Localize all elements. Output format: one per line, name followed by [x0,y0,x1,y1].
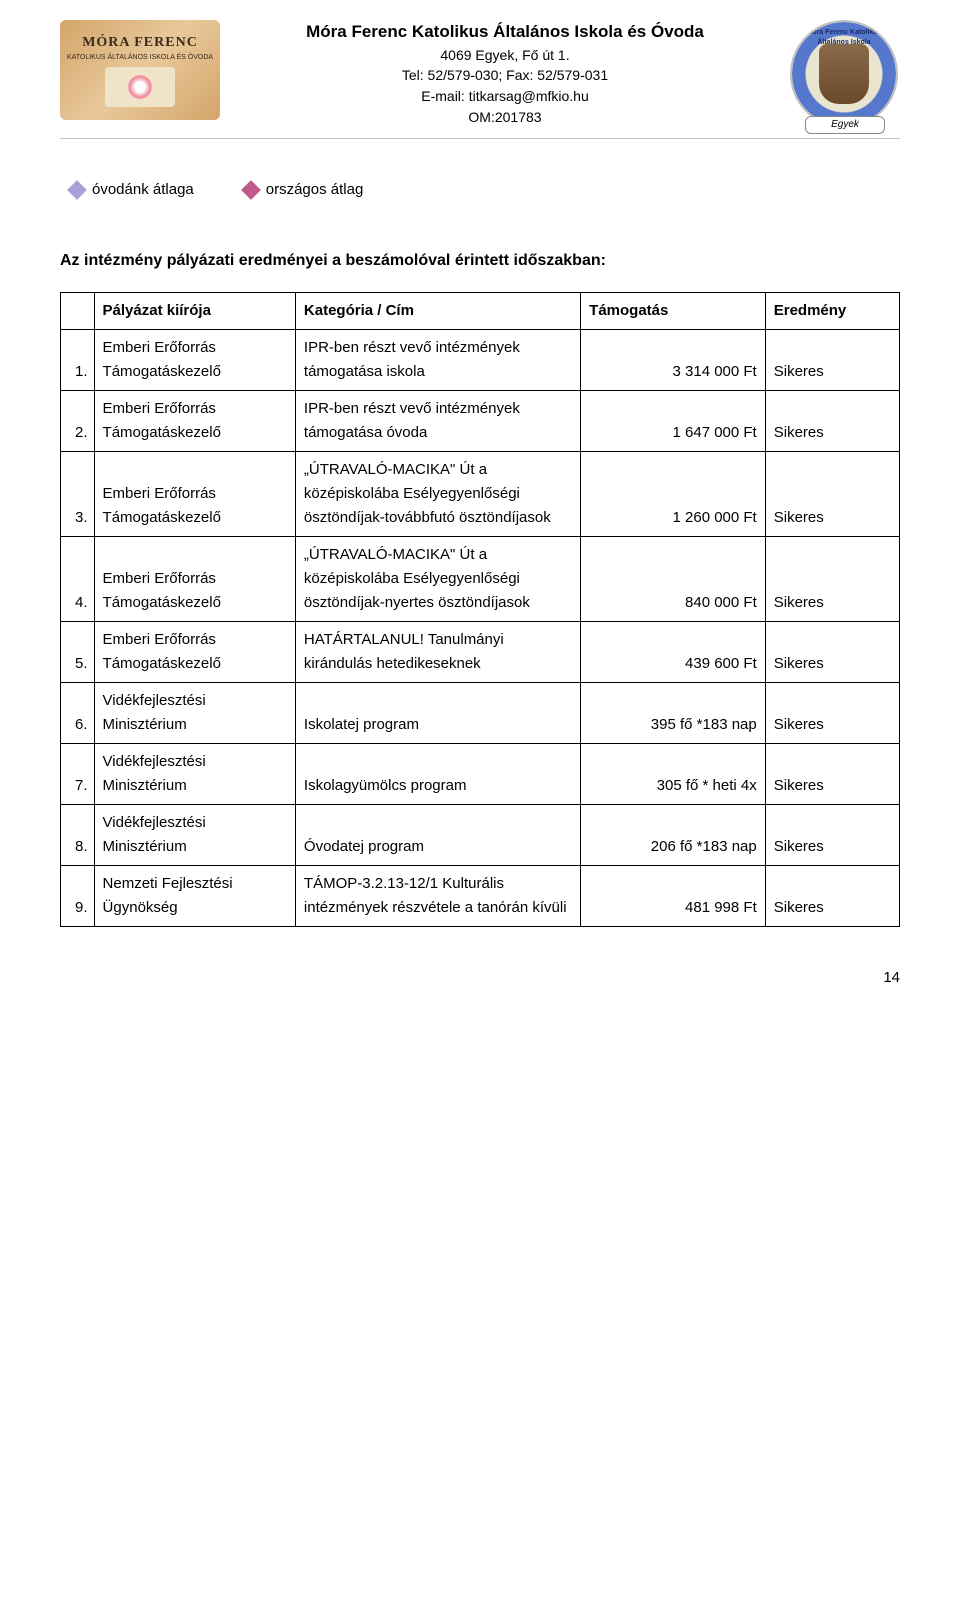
cell-result: Sikeres [765,391,899,452]
legend-label: országos átlag [266,179,364,200]
header-center: Móra Ferenc Katolikus Általános Iskola é… [230,20,780,128]
cell-num: 5. [61,622,95,683]
cell-issuer: Nemzeti Fejlesztési Ügynökség [94,866,295,927]
table-row: 3.Emberi Erőforrás Támogatáskezelő„ÚTRAV… [61,452,900,537]
school-address: 4069 Egyek, Fő út 1. [230,46,780,66]
table-header-row: Pályázat kiírója Kategória / Cím Támogat… [61,293,900,330]
table-row: 4.Emberi Erőforrás Támogatáskezelő„ÚTRAV… [61,537,900,622]
flower-icon [128,75,152,99]
cell-amount: 439 600 Ft [581,622,766,683]
cell-title: Óvodatej program [295,805,580,866]
page-number: 14 [60,967,900,988]
cell-issuer: Emberi Erőforrás Támogatáskezelő [94,622,295,683]
table-row: 9.Nemzeti Fejlesztési ÜgynökségTÁMOP-3.2… [61,866,900,927]
legend-swatch-ovoda [67,180,87,200]
cell-num: 2. [61,391,95,452]
cell-issuer: Vidékfejlesztési Minisztérium [94,805,295,866]
legend: óvodánk átlaga országos átlag [70,179,900,200]
grants-table: Pályázat kiírója Kategória / Cím Támogat… [60,292,900,927]
cell-num: 8. [61,805,95,866]
cell-num: 6. [61,683,95,744]
cell-title: IPR-ben részt vevő intézmények támogatás… [295,391,580,452]
logo-right: Móra Ferenc Katolikus Általános Iskola E… [790,20,900,130]
cell-result: Sikeres [765,866,899,927]
cell-amount: 305 fő * heti 4x [581,744,766,805]
cell-title: Iskolagyümölcs program [295,744,580,805]
cell-amount: 1 260 000 Ft [581,452,766,537]
bust-icon [819,44,869,104]
section-heading: Az intézmény pályázati eredményei a besz… [60,250,900,272]
legend-item-ovoda: óvodánk átlaga [70,179,194,200]
logo-left-brand: MÓRA FERENC [82,33,198,53]
cell-title: IPR-ben részt vevő intézmények támogatás… [295,330,580,391]
cell-result: Sikeres [765,805,899,866]
school-tel: Tel: 52/579-030; Fax: 52/579-031 [230,66,780,86]
cell-num: 4. [61,537,95,622]
cell-title: TÁMOP-3.2.13-12/1 Kulturális intézmények… [295,866,580,927]
cell-issuer: Vidékfejlesztési Minisztérium [94,683,295,744]
table-row: 8.Vidékfejlesztési MinisztériumÓvodatej … [61,805,900,866]
cell-result: Sikeres [765,622,899,683]
cell-issuer: Emberi Erőforrás Támogatáskezelő [94,537,295,622]
legend-item-orszagos: országos átlag [244,179,364,200]
table-row: 2.Emberi Erőforrás TámogatáskezelőIPR-be… [61,391,900,452]
cell-amount: 206 fő *183 nap [581,805,766,866]
cell-title: „ÚTRAVALÓ-MACIKA" Út a középiskolába Esé… [295,452,580,537]
cell-amount: 3 314 000 Ft [581,330,766,391]
logo-left: MÓRA FERENC KATOLIKUS ÁLTALÁNOS ISKOLA É… [60,20,220,120]
cell-issuer: Emberi Erőforrás Támogatáskezelő [94,330,295,391]
cell-result: Sikeres [765,452,899,537]
table-row: 5.Emberi Erőforrás TámogatáskezelőHATÁRT… [61,622,900,683]
cell-issuer: Emberi Erőforrás Támogatáskezelő [94,452,295,537]
th-result: Eredmény [765,293,899,330]
th-amount: Támogatás [581,293,766,330]
logo-right-caption: Egyek [805,116,885,134]
cell-num: 1. [61,330,95,391]
th-title: Kategória / Cím [295,293,580,330]
cell-result: Sikeres [765,330,899,391]
logo-left-sub: KATOLIKUS ÁLTALÁNOS ISKOLA ÉS ÓVODA [67,53,213,63]
cell-issuer: Vidékfejlesztési Minisztérium [94,744,295,805]
cell-result: Sikeres [765,537,899,622]
th-issuer: Pályázat kiírója [94,293,295,330]
letterhead: MÓRA FERENC KATOLIKUS ÁLTALÁNOS ISKOLA É… [60,20,900,139]
table-row: 6.Vidékfejlesztési MinisztériumIskolatej… [61,683,900,744]
cell-amount: 481 998 Ft [581,866,766,927]
table-row: 1.Emberi Erőforrás TámogatáskezelőIPR-be… [61,330,900,391]
cell-num: 3. [61,452,95,537]
cell-num: 9. [61,866,95,927]
cell-amount: 840 000 Ft [581,537,766,622]
school-om: OM:201783 [230,108,780,128]
logo-left-book [105,67,175,107]
legend-label: óvodánk átlaga [92,179,194,200]
cell-amount: 1 647 000 Ft [581,391,766,452]
cell-title: Iskolatej program [295,683,580,744]
cell-issuer: Emberi Erőforrás Támogatáskezelő [94,391,295,452]
th-num [61,293,95,330]
cell-title: HATÁRTALANUL! Tanulmányi kirándulás hete… [295,622,580,683]
school-email: E-mail: titkarsag@mfkio.hu [230,87,780,107]
cell-amount: 395 fő *183 nap [581,683,766,744]
legend-swatch-orszagos [241,180,261,200]
cell-result: Sikeres [765,683,899,744]
cell-num: 7. [61,744,95,805]
table-row: 7.Vidékfejlesztési MinisztériumIskolagyü… [61,744,900,805]
cell-title: „ÚTRAVALÓ-MACIKA" Út a középiskolába Esé… [295,537,580,622]
cell-result: Sikeres [765,744,899,805]
school-title: Móra Ferenc Katolikus Általános Iskola é… [230,20,780,44]
